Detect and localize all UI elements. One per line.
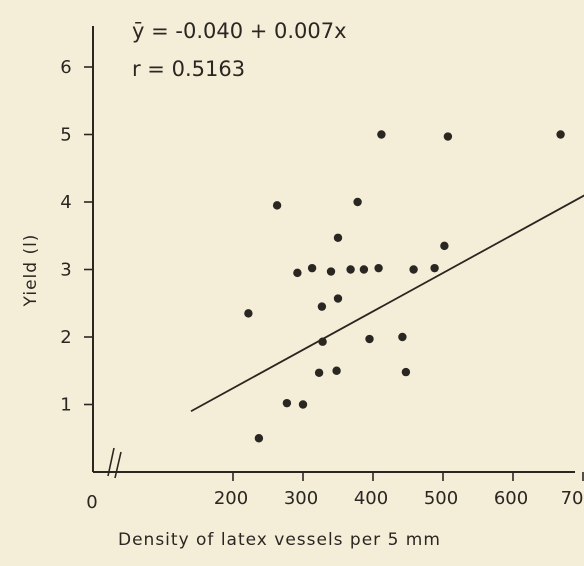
y-tick-label: 4 [60, 192, 71, 213]
data-point [272, 201, 282, 210]
y-axis-label: Yield (l) [21, 234, 41, 308]
data-point [298, 400, 308, 409]
data-point [254, 434, 264, 443]
x-origin-label: 0 [86, 492, 97, 513]
data-point [353, 197, 362, 207]
data-point [440, 241, 449, 251]
x-tick-label: 400 [354, 488, 388, 509]
data-point [556, 130, 565, 139]
data-point [293, 268, 302, 278]
data-point [244, 309, 253, 318]
data-point [443, 132, 453, 141]
correlation-coefficient: r = 0.5163 [132, 57, 245, 81]
data-point [365, 334, 374, 344]
data-point [409, 265, 418, 274]
axis-break-mark [107, 447, 122, 479]
x-tick-label: 200 [214, 488, 248, 509]
x-tick-label: 300 [284, 488, 318, 509]
data-point [307, 263, 317, 273]
y-tick-label: 3 [60, 260, 71, 281]
data-point [377, 130, 386, 139]
x-tick-label: 700- [561, 488, 584, 509]
data-point [282, 398, 292, 408]
data-point [314, 368, 324, 377]
data-point [333, 294, 343, 303]
y-tick-label: 6 [60, 57, 71, 78]
regression-equation: ȳ = -0.040 + 0.007x [132, 19, 347, 43]
y-tick-label: 2 [60, 327, 71, 348]
data-points [244, 130, 565, 443]
data-point [346, 265, 355, 274]
data-point [332, 366, 341, 375]
x-tick-label: 600 [494, 488, 528, 509]
data-point [430, 263, 439, 273]
x-tick-label: 500 [424, 488, 458, 509]
regression-line [190, 194, 584, 413]
y-tick-label: 1 [60, 395, 71, 416]
data-point [359, 265, 369, 274]
data-point [318, 337, 327, 346]
data-point [398, 332, 407, 342]
y-tick-label: 5 [60, 125, 71, 146]
data-point [333, 233, 343, 242]
axes [92, 26, 575, 479]
x-axis-label: Density of latex vessels per 5 mm [118, 530, 441, 550]
data-point [317, 302, 327, 311]
regression-line-group [190, 194, 584, 413]
data-point [401, 367, 411, 377]
data-point [374, 263, 383, 273]
data-point [326, 267, 336, 276]
ticks: 1 2 3 4 5 6 200 300 400 500 600 700- [60, 57, 584, 509]
